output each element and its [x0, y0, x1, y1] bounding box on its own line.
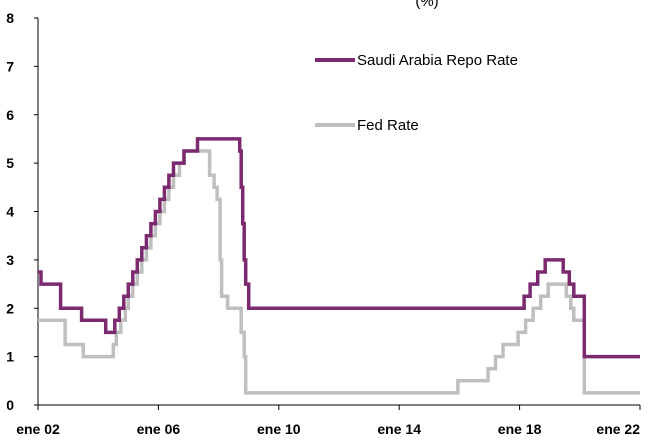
legend-fed-rate: Fed Rate: [315, 117, 419, 134]
legend-saudi-repo: Saudi Arabia Repo Rate: [315, 52, 518, 69]
legend: Saudi Arabia Repo Rate Fed Rate: [315, 52, 518, 134]
x-tick-label: ene 06: [137, 421, 181, 437]
x-tick-label: ene 18: [498, 421, 542, 437]
y-tick-label: 1: [6, 349, 14, 365]
y-tick-label: 7: [6, 58, 14, 74]
y-tick-label: 8: [6, 10, 14, 26]
legend-label: Saudi Arabia Repo Rate: [357, 52, 518, 69]
x-tick-label: ene 02: [16, 421, 60, 437]
x-tick-label: ene 14: [377, 421, 421, 437]
series-layer: [38, 137, 640, 395]
legend-label: Fed Rate: [357, 117, 419, 134]
series-saudi-repo-line: [38, 137, 640, 359]
chart-title: (%): [415, 0, 438, 10]
x-tick-label: ene 10: [257, 421, 301, 437]
y-tick-label: 3: [6, 252, 14, 268]
y-tick-label: 0: [6, 397, 14, 413]
x-axis: ene 02 ene 06 ene 10 ene 14 ene 18 ene 22: [16, 404, 641, 437]
x-tick-label: ene 22: [596, 421, 640, 437]
y-tick-label: 6: [6, 107, 14, 123]
y-tick-label: 5: [6, 155, 14, 171]
y-tick-label: 2: [6, 300, 14, 316]
y-tick-label: 4: [6, 204, 14, 220]
y-axis: 0 1 2 3 4 5 6 7 8: [6, 10, 39, 413]
series-fed-rate-line: [38, 149, 640, 395]
